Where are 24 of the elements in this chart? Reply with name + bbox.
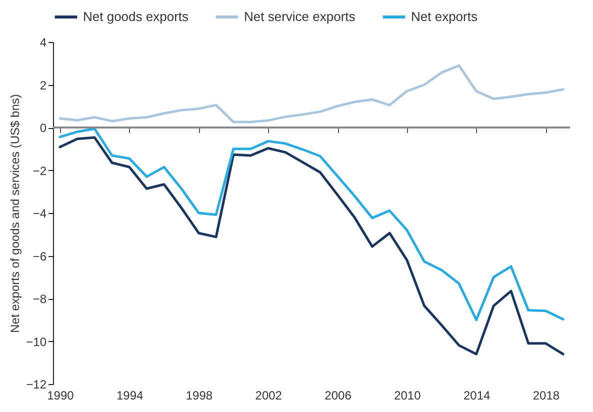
x-tick-label: 2002: [255, 388, 282, 402]
legend-label: Net exports: [411, 9, 478, 24]
y-axis-title: Net exports of goods and services (US$ bns): [8, 94, 22, 333]
y-tick-label: 2: [40, 78, 47, 92]
y-tick-label: −2: [32, 164, 47, 178]
y-tick-label: −8: [32, 292, 47, 306]
x-tick-label: 2010: [394, 388, 422, 402]
x-tick-label: 2006: [324, 388, 352, 402]
y-tick-label: −6: [32, 249, 47, 264]
x-tick-label: 1998: [186, 388, 213, 402]
x-tick-label: 2014: [463, 388, 490, 402]
y-tick-label: −10: [26, 334, 47, 349]
x-tick-label: 1990: [47, 388, 74, 402]
y-tick-label: 0: [40, 121, 47, 135]
legend-label: Net service exports: [244, 9, 356, 24]
y-tick-label: −4: [32, 206, 47, 220]
legend-label: Net goods exports: [83, 9, 190, 24]
x-tick-label: 2018: [532, 388, 560, 402]
line-series: [58, 136, 564, 356]
y-tick-label: −12: [26, 378, 47, 392]
line-series: [58, 128, 564, 322]
y-tick-label: 4: [40, 36, 47, 50]
x-tick-label: 1994: [116, 388, 144, 402]
line-series: [58, 64, 564, 124]
